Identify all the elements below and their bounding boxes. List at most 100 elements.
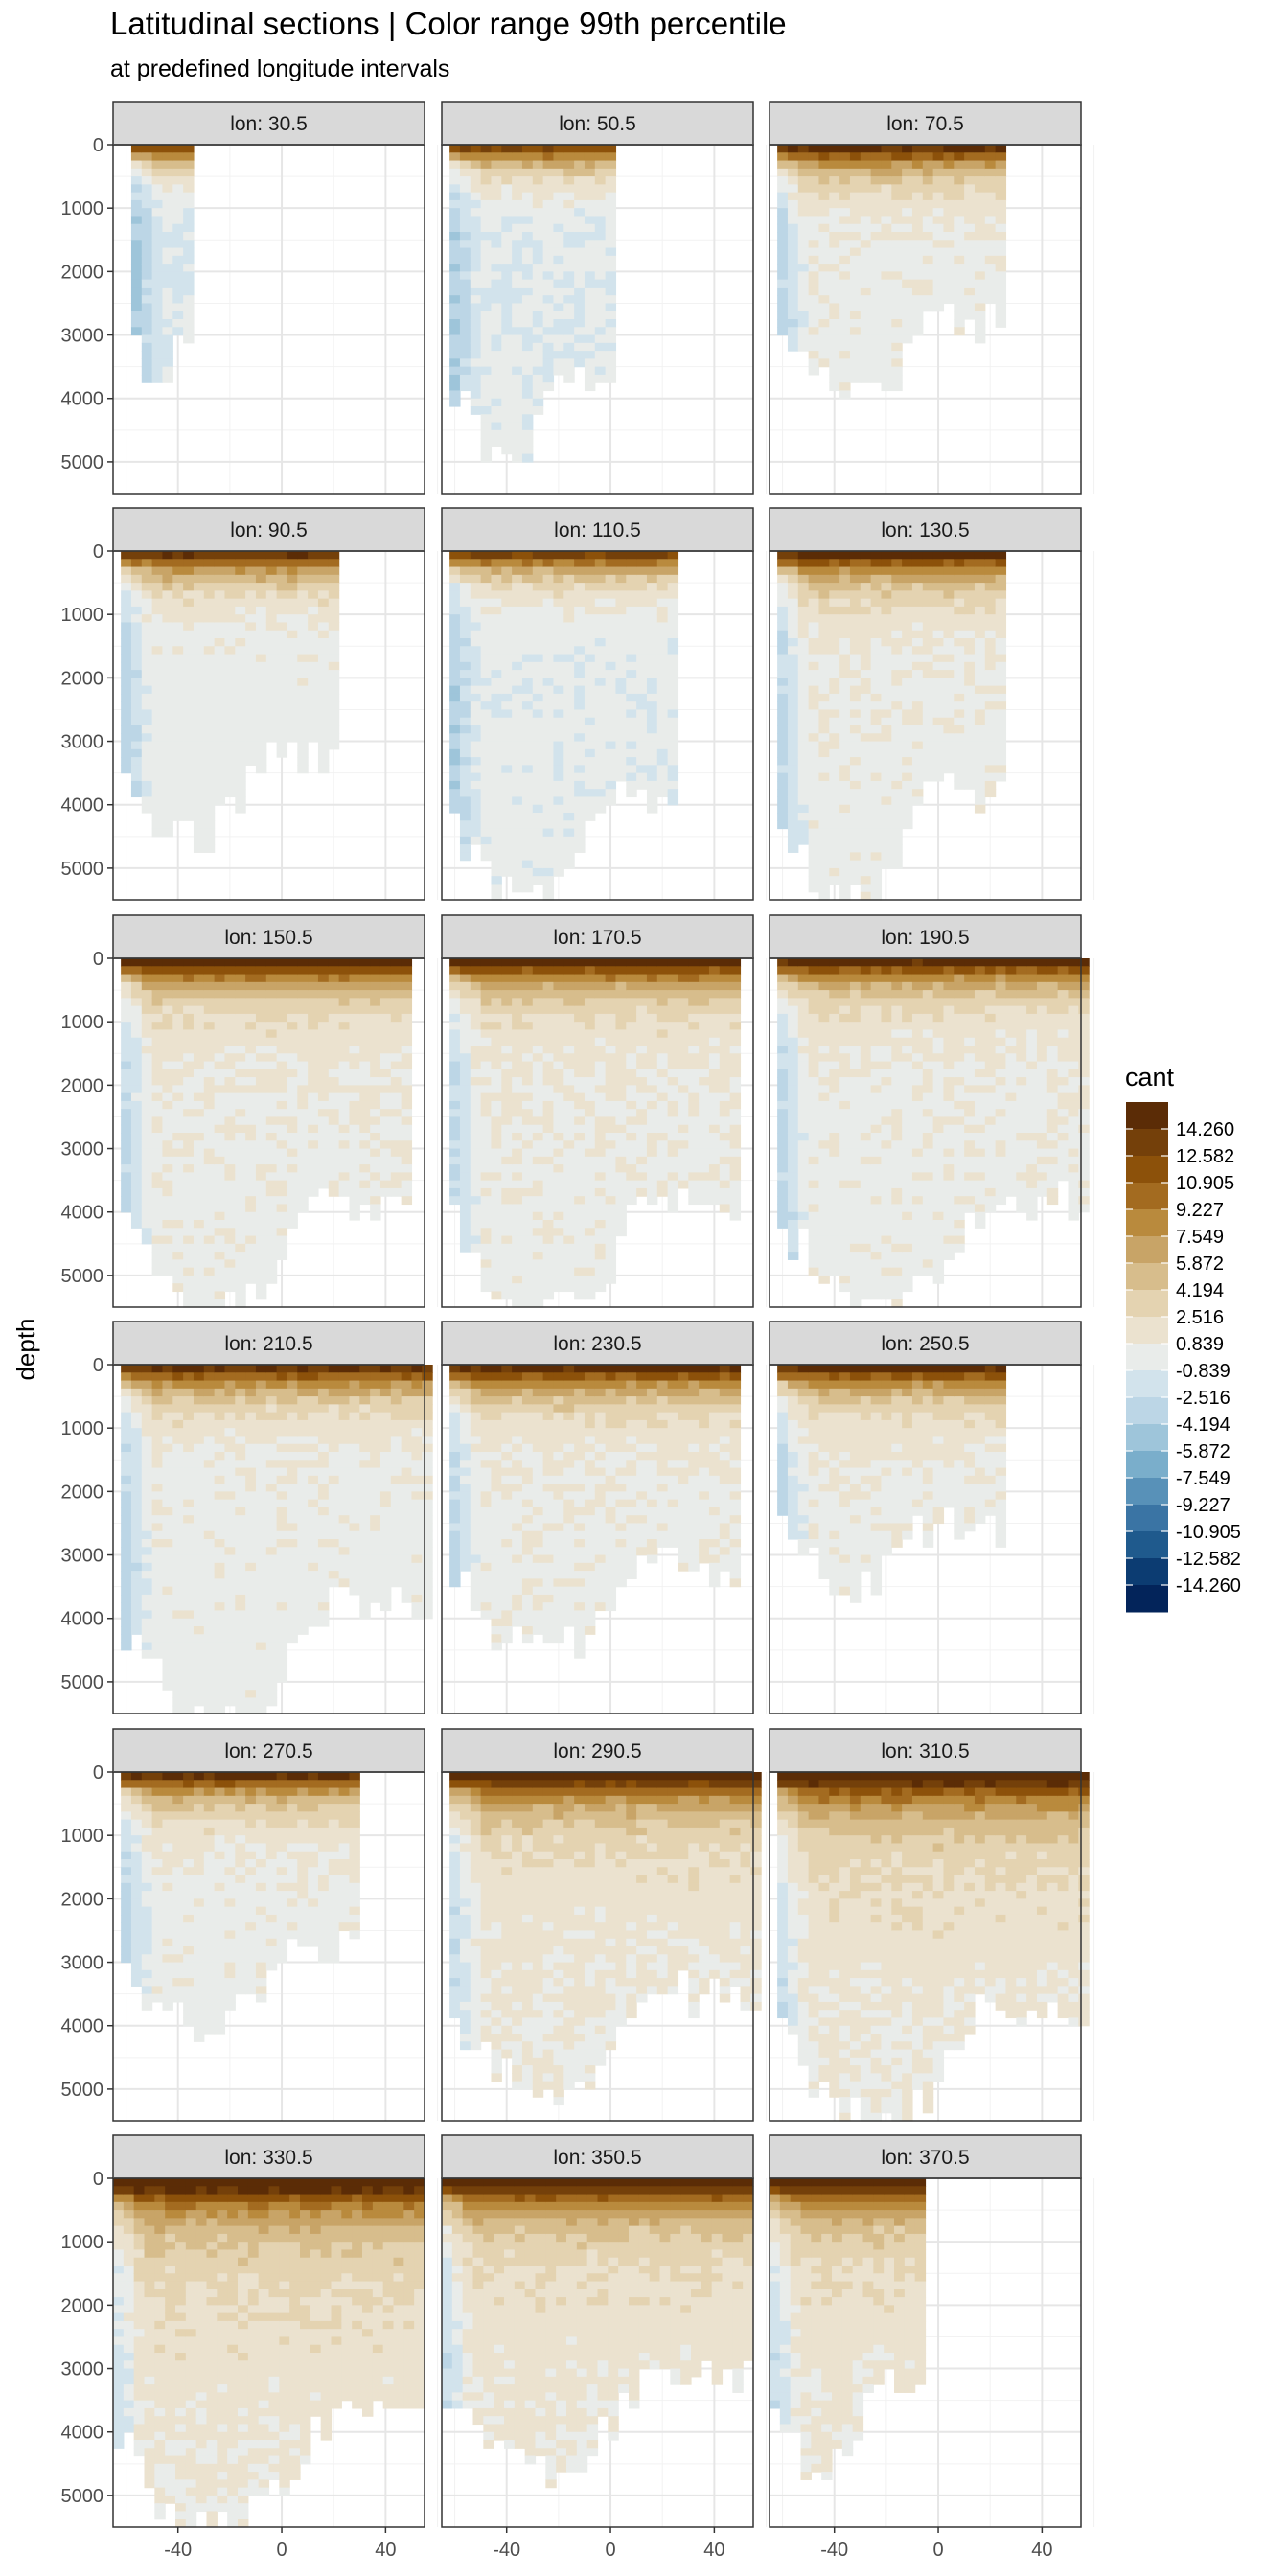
section-cell: [974, 223, 986, 233]
section-cell: [667, 678, 679, 687]
section-cell: [553, 551, 564, 560]
section-cell: [564, 366, 575, 376]
section-cell: [459, 1069, 472, 1078]
section-cell: [954, 255, 965, 264]
section-cell: [818, 551, 830, 560]
section-cell: [183, 1092, 195, 1102]
section-cell: [501, 232, 513, 241]
section-cell: [636, 725, 648, 734]
section-cell: [594, 264, 607, 272]
section-cell: [870, 772, 883, 782]
section-cell: [349, 1029, 360, 1039]
section-cell: [911, 693, 924, 702]
section-cell: [172, 638, 184, 647]
section-cell: [881, 295, 892, 305]
section-cell: [501, 780, 513, 790]
section-cell: [203, 733, 216, 743]
section-cell: [870, 208, 883, 218]
section-cell: [491, 319, 502, 328]
section-cell: [521, 670, 534, 678]
section-cell: [214, 1005, 226, 1015]
section-cell: [224, 1252, 236, 1260]
section-cell: [521, 446, 534, 455]
section-cell: [449, 998, 461, 1007]
section-cell: [203, 566, 216, 576]
section-cell: [141, 990, 153, 999]
section-cell: [265, 1005, 278, 1015]
section-cell: [984, 271, 997, 281]
section-cell: [491, 974, 502, 983]
section-cell: [449, 342, 461, 352]
section-cell: [808, 630, 820, 639]
section-cell: [172, 598, 184, 608]
section-cell: [808, 844, 820, 853]
section-cell: [605, 271, 617, 281]
section-cell: [501, 606, 513, 615]
section-cell: [317, 1133, 330, 1141]
section-cell: [954, 646, 965, 656]
section-cell: [287, 1005, 298, 1015]
section-cell: [480, 216, 493, 225]
section-cell: [183, 646, 195, 656]
section-cell: [542, 796, 555, 806]
section-cell: [449, 709, 461, 719]
section-cell: [521, 765, 534, 774]
section-cell: [470, 247, 482, 257]
section-cell: [553, 852, 564, 862]
section-cell: [224, 693, 236, 702]
section-cell: [808, 860, 820, 869]
section-cell: [449, 630, 461, 639]
section-cell: [172, 1037, 184, 1046]
section-cell: [224, 654, 236, 663]
section-cell: [818, 733, 830, 743]
section-cell: [172, 1243, 184, 1253]
section-cell: [130, 1053, 143, 1063]
section-cell: [245, 1243, 257, 1253]
section-cell: [130, 646, 143, 656]
section-cell: [449, 216, 461, 225]
section-cell: [121, 630, 132, 639]
section-cell: [584, 583, 596, 591]
section-cell: [932, 255, 945, 264]
section-cell: [542, 836, 555, 845]
section-cell: [667, 583, 679, 591]
y-tick-label: 2000: [61, 262, 104, 283]
section-cell: [564, 725, 575, 734]
section-cell: [594, 192, 607, 201]
section-cell: [162, 622, 173, 632]
section-cell: [308, 1140, 319, 1150]
section-cell: [401, 1029, 413, 1039]
section-cell: [193, 1283, 205, 1293]
section-cell: [574, 646, 586, 656]
section-cell: [308, 1077, 319, 1086]
section-cell: [449, 1109, 461, 1118]
section-cell: [328, 1100, 340, 1110]
section-cell: [193, 1116, 205, 1126]
section-cell: [512, 152, 523, 162]
section-cell: [449, 1013, 461, 1023]
section-cell: [390, 1005, 402, 1015]
section-cell: [183, 1077, 195, 1086]
section-cell: [849, 765, 862, 774]
section-cell: [626, 566, 637, 576]
section-cell: [183, 1204, 195, 1213]
section-cell: [297, 678, 309, 687]
section-cell: [584, 358, 596, 368]
section-cell: [265, 678, 278, 687]
section-cell: [491, 152, 502, 162]
section-cell: [840, 598, 851, 608]
section-cell: [574, 725, 586, 734]
section-cell: [480, 1005, 493, 1015]
section-cell: [902, 271, 913, 281]
section-cell: [532, 804, 544, 814]
section-cell: [265, 702, 278, 711]
section-cell: [183, 1196, 195, 1206]
section-cell: [141, 551, 153, 560]
section-cell: [224, 1164, 236, 1173]
section-cell: [870, 566, 883, 576]
section-cell: [840, 160, 851, 170]
section-cell: [151, 334, 164, 344]
section-cell: [287, 990, 298, 999]
section-cell: [932, 264, 945, 272]
section-cell: [245, 646, 257, 656]
